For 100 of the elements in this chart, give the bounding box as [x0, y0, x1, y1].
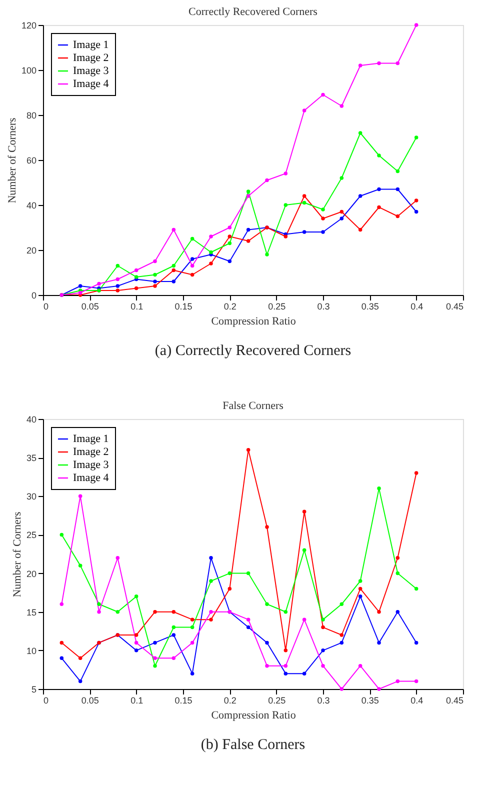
point: [116, 556, 120, 560]
point: [358, 64, 362, 68]
point: [209, 234, 213, 238]
x-tick-label: 0.4: [410, 302, 424, 312]
point: [172, 228, 176, 232]
point: [190, 672, 194, 676]
point: [246, 571, 250, 576]
point: [246, 194, 250, 198]
point: [78, 284, 82, 288]
point: [153, 284, 157, 288]
x-tick-label: 0.05: [81, 302, 99, 312]
point: [284, 203, 288, 207]
legend-label: Image 2: [73, 52, 109, 64]
point: [414, 471, 418, 475]
point: [153, 272, 157, 277]
point: [396, 556, 400, 560]
point: [265, 602, 269, 606]
point: [321, 92, 325, 97]
point: [340, 104, 344, 108]
point: [190, 272, 194, 277]
point: [209, 610, 213, 614]
point: [228, 259, 232, 264]
point: [321, 618, 325, 622]
x-tick-label: 0.15: [174, 696, 192, 706]
point: [78, 494, 82, 498]
x-tick-label: 0.35: [361, 696, 379, 706]
point: [246, 228, 250, 232]
y-tick-label: 60: [26, 156, 36, 166]
y-tick-label: 40: [26, 200, 36, 210]
point: [172, 633, 176, 637]
text: (a) Correctly Recovered Corners: [154, 343, 352, 359]
legend-label: Image 3: [73, 65, 110, 77]
point: [190, 264, 194, 268]
text: (b) False Corners: [200, 737, 306, 753]
point: [284, 234, 288, 238]
y-tick-label: 5: [31, 684, 36, 694]
point: [246, 625, 250, 630]
point: [209, 262, 213, 266]
point: [396, 61, 400, 66]
point: [228, 234, 232, 238]
point: [97, 602, 101, 606]
point: [321, 664, 325, 668]
point: [116, 264, 120, 268]
point: [228, 586, 232, 591]
point: [377, 61, 381, 66]
point: [265, 178, 269, 182]
point: [321, 230, 325, 234]
x-axis-title: Compression Ratio: [211, 710, 296, 722]
x-tick-label: 0.05: [81, 696, 99, 706]
y-tick-label: 10: [26, 646, 36, 656]
point: [340, 640, 344, 645]
x-tick-label: 0.25: [268, 302, 286, 312]
x-tick-label: 0.35: [361, 302, 379, 312]
y-tick-label: 0: [31, 290, 36, 300]
point: [209, 250, 213, 254]
point: [116, 284, 120, 288]
y-tick-label: 25: [26, 530, 36, 540]
point: [78, 679, 82, 684]
point: [190, 257, 194, 261]
legend-label: Image 3: [73, 459, 110, 471]
x-tick-label: 0.3: [317, 696, 330, 706]
point: [377, 187, 381, 192]
point: [377, 640, 381, 645]
point: [190, 618, 194, 622]
point: [377, 154, 381, 158]
point: [302, 194, 306, 198]
point: [134, 633, 138, 637]
point: [321, 216, 325, 220]
x-tick-label: 0: [44, 302, 49, 312]
point: [265, 664, 269, 668]
point: [358, 594, 362, 598]
point: [246, 618, 250, 622]
point: [134, 286, 138, 290]
point: [116, 610, 120, 614]
point: [284, 672, 288, 676]
point: [396, 610, 400, 614]
x-tick-label: 0.45: [446, 302, 464, 312]
point: [172, 280, 176, 284]
point: [172, 625, 176, 630]
point: [414, 198, 418, 202]
point: [340, 687, 344, 691]
x-tick-label: 0.3: [317, 302, 330, 312]
point: [134, 275, 138, 279]
y-tick-label: 80: [26, 110, 36, 120]
x-axis-title: Compression Ratio: [211, 316, 296, 328]
y-tick-label: 120: [21, 20, 36, 30]
point: [172, 268, 176, 272]
point: [265, 252, 269, 256]
point: [134, 594, 138, 598]
point: [302, 200, 306, 205]
point: [246, 190, 250, 194]
point: [414, 23, 418, 27]
point: [340, 633, 344, 637]
point: [97, 610, 101, 614]
point: [134, 268, 138, 272]
point: [153, 610, 157, 614]
point: [414, 136, 418, 140]
legend-label: Image 1: [73, 433, 109, 445]
point: [284, 610, 288, 614]
point: [340, 176, 344, 180]
